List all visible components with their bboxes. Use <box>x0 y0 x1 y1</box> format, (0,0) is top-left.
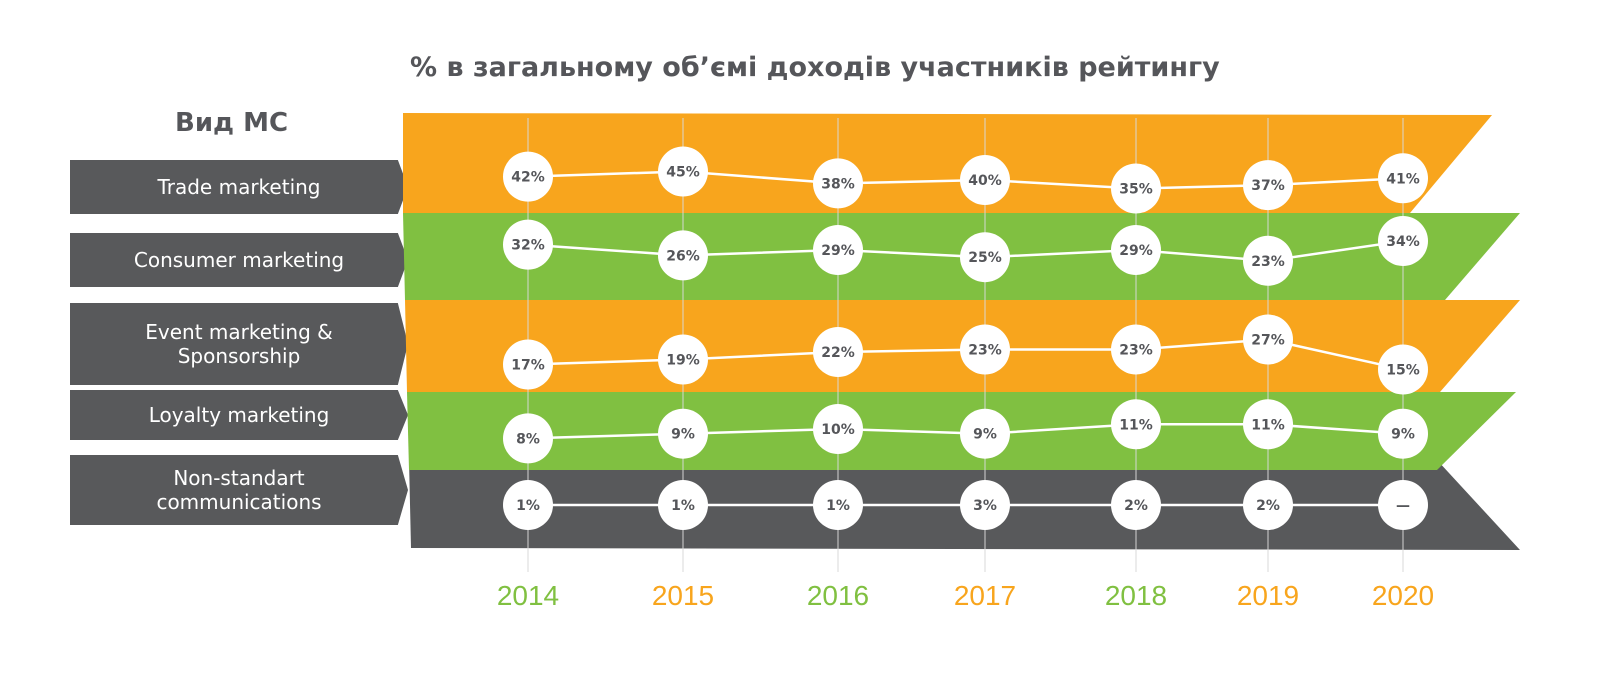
data-label: 22% <box>821 345 855 361</box>
data-label: 40% <box>968 173 1002 189</box>
data-label: 10% <box>821 422 855 438</box>
x-tick-label: 2018 <box>1105 580 1167 611</box>
data-label: 9% <box>973 427 997 443</box>
data-label: 41% <box>1386 171 1420 187</box>
data-point <box>1243 235 1293 286</box>
data-point <box>960 408 1010 459</box>
data-label: 3% <box>973 498 997 514</box>
data-point <box>813 158 863 209</box>
data-label: 42% <box>511 170 545 186</box>
category-text: Trade marketing <box>157 175 321 199</box>
data-label: 2% <box>1256 498 1280 514</box>
data-point <box>658 230 708 281</box>
data-point <box>960 324 1010 375</box>
category-text-line: Event marketing & <box>145 320 333 344</box>
data-label: 17% <box>511 358 545 374</box>
data-label: 1% <box>671 498 695 514</box>
data-point <box>1243 480 1293 530</box>
data-label: 9% <box>1391 427 1415 443</box>
data-point <box>503 339 553 390</box>
data-label: 11% <box>1119 417 1153 433</box>
data-point <box>1243 314 1293 365</box>
data-point <box>960 480 1010 530</box>
data-label: 35% <box>1119 182 1153 198</box>
data-point <box>960 155 1010 205</box>
category-text-line: Sponsorship <box>177 344 301 368</box>
x-tick-label: 2019 <box>1237 580 1299 611</box>
data-point <box>1378 408 1428 459</box>
data-point <box>658 408 708 459</box>
data-label: 23% <box>968 343 1002 359</box>
data-label: 34% <box>1386 234 1420 250</box>
data-point <box>813 225 863 275</box>
data-label: 37% <box>1251 178 1285 194</box>
data-label: 32% <box>511 238 545 254</box>
data-point <box>1243 160 1293 211</box>
data-label: 9% <box>671 427 695 443</box>
data-point <box>813 480 863 530</box>
data-label: 19% <box>666 353 700 369</box>
data-point <box>658 480 708 530</box>
data-point <box>1378 344 1428 395</box>
category-label-non-standart: Non-standart communications <box>70 455 408 525</box>
category-text: Consumer marketing <box>133 248 345 272</box>
data-point <box>1111 324 1161 375</box>
data-label: 23% <box>1251 254 1285 270</box>
data-label: 1% <box>826 498 850 514</box>
data-point <box>1111 399 1161 450</box>
data-point <box>658 146 708 197</box>
category-text-line: Non-standart <box>173 466 305 490</box>
data-point <box>813 404 863 454</box>
data-point <box>503 413 553 464</box>
data-label: 11% <box>1251 417 1285 433</box>
data-label: 38% <box>821 176 855 192</box>
data-label: 27% <box>1251 333 1285 349</box>
data-point <box>1111 163 1161 214</box>
category-text-line: communications <box>156 490 322 514</box>
data-point <box>1111 480 1161 530</box>
x-tick-label: 2017 <box>954 580 1016 611</box>
data-point <box>1111 225 1161 275</box>
data-point <box>503 219 553 270</box>
data-point <box>1378 216 1428 266</box>
data-point <box>960 232 1010 283</box>
data-label: 25% <box>968 250 1002 266</box>
data-point <box>658 334 708 385</box>
data-label: 45% <box>666 165 700 181</box>
data-label: 29% <box>1119 243 1153 259</box>
x-tick-label: 2016 <box>807 580 869 611</box>
chart-title: % в загальному об’ємі доходів участників… <box>410 52 1220 83</box>
data-point <box>1378 153 1428 204</box>
data-label: 2% <box>1124 498 1148 514</box>
x-tick-label: 2014 <box>497 580 559 611</box>
data-point <box>503 480 553 530</box>
category-label-consumer-marketing: Consumer marketing <box>70 233 408 287</box>
data-label: 23% <box>1119 343 1153 359</box>
category-label-trade-marketing: Trade marketing <box>70 160 408 214</box>
x-tick-label: 2020 <box>1372 580 1434 611</box>
category-label-loyalty-marketing: Loyalty marketing <box>70 390 408 440</box>
data-label: 15% <box>1386 363 1420 379</box>
data-point <box>813 327 863 377</box>
category-column-title: Вид МС <box>175 108 289 138</box>
data-label: 26% <box>666 248 700 264</box>
category-text: Loyalty marketing <box>148 403 330 427</box>
data-label: 1% <box>516 498 540 514</box>
data-point <box>1243 399 1293 450</box>
band-1 <box>403 113 1492 213</box>
data-point <box>503 151 553 202</box>
x-tick-label: 2015 <box>652 580 714 611</box>
data-label: — <box>1396 498 1410 514</box>
data-label: 8% <box>516 431 540 447</box>
data-label: 29% <box>821 243 855 259</box>
data-point <box>1378 480 1428 530</box>
category-label-event-marketing: Event marketing & Sponsorship <box>70 303 408 385</box>
